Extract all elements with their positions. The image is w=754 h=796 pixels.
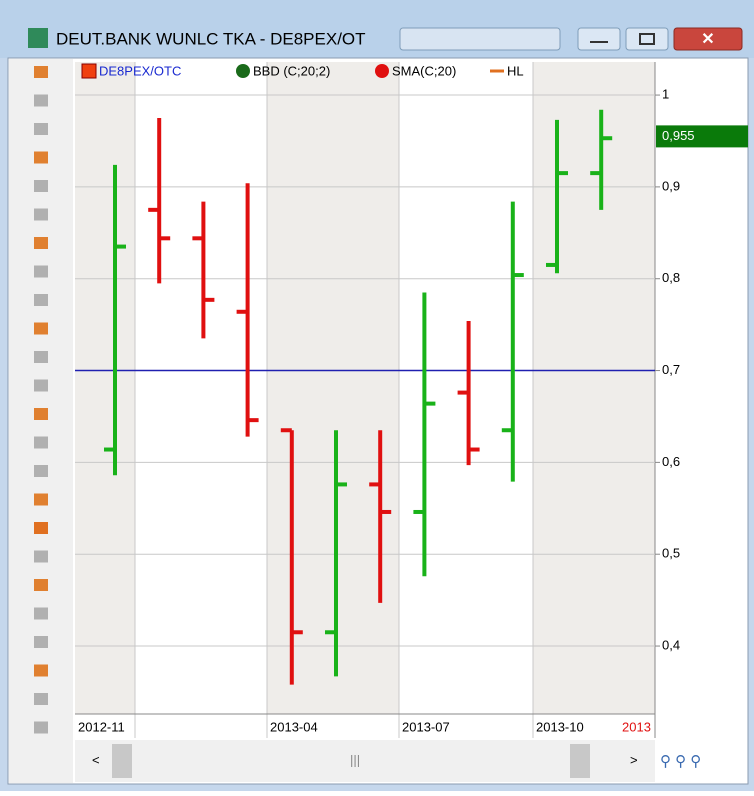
tool-icon[interactable] — [34, 721, 48, 734]
tool-icon[interactable] — [34, 294, 48, 306]
toolbar — [9, 59, 73, 783]
close-button[interactable] — [673, 27, 743, 51]
band — [75, 62, 135, 714]
tool-icon[interactable] — [34, 436, 48, 449]
band — [267, 62, 399, 714]
maximize-button[interactable] — [625, 27, 669, 51]
tool-icon[interactable] — [34, 66, 48, 78]
tool-icon[interactable] — [34, 379, 48, 392]
x-label: 2013-04 — [270, 719, 318, 734]
y-tick-label: 0,8 — [662, 270, 680, 285]
scroll-right[interactable]: > — [630, 752, 638, 767]
tool-icon[interactable] — [34, 522, 48, 534]
scroll-thumb[interactable]: ||| — [350, 752, 360, 767]
tool-icon[interactable] — [34, 664, 48, 677]
minimize-button[interactable] — [577, 27, 621, 51]
tool-icon[interactable] — [34, 693, 48, 705]
tool-icon[interactable] — [34, 579, 48, 591]
y-tick-label: 0,4 — [662, 637, 680, 652]
y-tick-label: 1 — [662, 86, 669, 101]
x-label: 2013 — [622, 719, 651, 734]
y-tick-label: 0,5 — [662, 546, 680, 561]
legend-item[interactable]: SMA(C;20) — [392, 63, 456, 78]
y-tick-label: 0,9 — [662, 178, 680, 193]
x-label: 2013-07 — [402, 719, 450, 734]
tool-icon[interactable] — [34, 180, 48, 192]
svg-text:✕: ✕ — [701, 31, 714, 48]
tool-icon[interactable] — [34, 465, 48, 477]
band — [533, 62, 655, 714]
tool-icon[interactable] — [34, 351, 48, 363]
tool-icon[interactable] — [34, 408, 48, 420]
tool-icon[interactable] — [34, 265, 48, 278]
legend-item[interactable]: HL — [507, 63, 524, 78]
legend-item[interactable]: BBD (C;20;2) — [253, 63, 330, 78]
tool-icon[interactable] — [34, 322, 48, 335]
zoom-buttons[interactable]: ⚲ ⚲ ⚲ — [660, 753, 701, 770]
tool-icon[interactable] — [34, 550, 48, 563]
legend-item[interactable]: DE8PEX/OTC — [99, 63, 181, 78]
tool-icon[interactable] — [34, 607, 48, 620]
y-tick-label: 0,6 — [662, 454, 680, 469]
scroll-left[interactable]: < — [92, 752, 100, 767]
last-price-box — [656, 125, 748, 148]
tool-icon[interactable] — [34, 94, 48, 107]
app-icon — [28, 28, 48, 48]
tool-icon[interactable] — [34, 237, 48, 249]
tool-icon[interactable] — [34, 151, 48, 164]
last-price-label: 0,955 — [662, 128, 695, 143]
x-label: 2012-11 — [78, 719, 125, 734]
tool-icon[interactable] — [34, 636, 48, 648]
scrollbar[interactable] — [75, 740, 655, 782]
tool-icon[interactable] — [34, 493, 48, 506]
window-title: DEUT.BANK WUNLC TKA - DE8PEX/OT — [56, 29, 366, 48]
tool-icon[interactable] — [34, 208, 48, 221]
x-label: 2013-10 — [536, 719, 584, 734]
tool-icon[interactable] — [34, 123, 48, 135]
y-tick-label: 0,7 — [662, 362, 680, 377]
title-tools[interactable] — [399, 27, 561, 51]
